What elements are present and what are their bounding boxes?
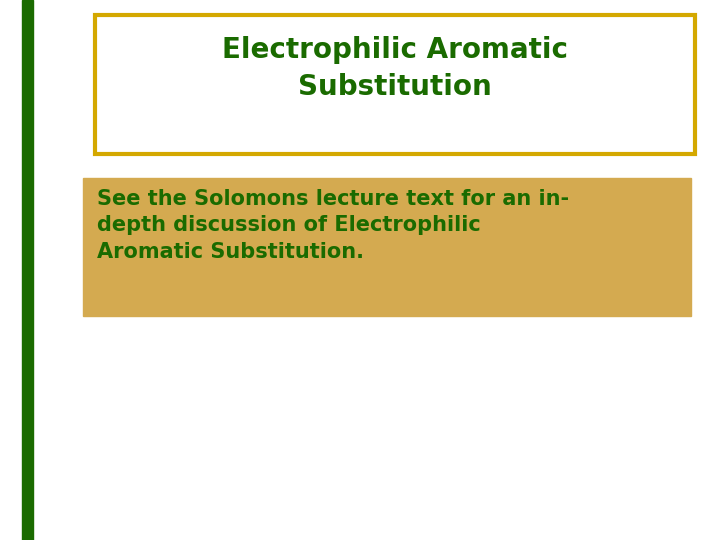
- FancyBboxPatch shape: [95, 15, 695, 154]
- FancyBboxPatch shape: [83, 178, 691, 316]
- Text: See the Solomons lecture text for an in-
depth discussion of Electrophilic
Aroma: See the Solomons lecture text for an in-…: [97, 189, 570, 262]
- FancyBboxPatch shape: [22, 0, 33, 540]
- Text: Electrophilic Aromatic
Substitution: Electrophilic Aromatic Substitution: [222, 36, 568, 100]
